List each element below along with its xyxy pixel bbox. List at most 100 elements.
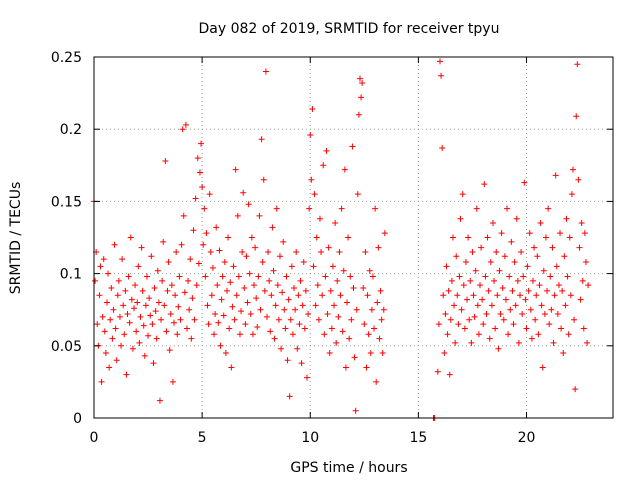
data-point <box>215 319 222 326</box>
data-point <box>252 244 259 251</box>
data-point <box>451 302 458 309</box>
data-point <box>575 176 582 183</box>
data-point <box>92 277 99 284</box>
data-point <box>367 350 374 357</box>
data-point <box>285 296 292 303</box>
data-point <box>358 94 365 101</box>
data-point <box>320 162 327 169</box>
data-point <box>268 292 275 299</box>
data-point <box>473 205 480 212</box>
data-point <box>495 345 502 352</box>
data-point <box>294 345 301 352</box>
data-point <box>489 220 496 227</box>
data-point <box>278 345 285 352</box>
data-point <box>108 285 115 292</box>
data-point <box>339 328 346 335</box>
data-point <box>538 302 545 309</box>
data-point <box>203 230 210 237</box>
data-point <box>273 205 280 212</box>
data-point <box>323 147 330 154</box>
data-point <box>471 313 478 320</box>
data-point <box>347 273 354 280</box>
data-point <box>213 224 220 231</box>
data-point <box>192 195 199 202</box>
data-point <box>562 302 569 309</box>
data-point <box>109 335 116 342</box>
data-point <box>567 292 574 299</box>
data-point <box>572 386 579 393</box>
data-point <box>443 263 450 270</box>
data-point <box>133 328 140 335</box>
data-point <box>195 260 202 267</box>
data-point <box>186 306 193 313</box>
data-point <box>113 357 120 364</box>
data-point <box>177 316 184 323</box>
data-point <box>485 287 492 294</box>
data-point <box>475 331 482 338</box>
data-point <box>537 220 544 227</box>
y-tick-label: 0.05 <box>51 339 82 355</box>
data-point <box>105 270 112 277</box>
data-point <box>525 287 532 294</box>
x-tick-label: 0 <box>90 430 99 446</box>
data-point <box>331 302 338 309</box>
data-point <box>445 287 452 294</box>
data-point <box>276 253 283 260</box>
data-point <box>146 295 153 302</box>
data-point <box>532 316 539 323</box>
data-point <box>212 311 219 318</box>
ticks-layer: 0 5 10 15 20 0 0.05 0.1 0.15 0.2 0.25 <box>51 50 613 446</box>
data-point <box>438 72 445 79</box>
data-point <box>442 311 449 318</box>
data-point <box>460 282 467 289</box>
data-point <box>326 350 333 357</box>
data-point <box>271 335 278 342</box>
data-point <box>275 316 282 323</box>
data-point <box>334 277 341 284</box>
data-point <box>248 234 255 241</box>
data-point <box>553 263 560 270</box>
data-point <box>523 325 530 332</box>
data-point <box>179 126 186 133</box>
data-point <box>500 316 507 323</box>
data-point <box>240 189 247 196</box>
data-point <box>359 79 366 86</box>
data-point <box>447 316 454 323</box>
data-point <box>247 311 254 318</box>
data-point <box>168 282 175 289</box>
data-point <box>106 364 113 371</box>
data-point <box>372 205 379 212</box>
data-point <box>223 287 230 294</box>
data-point <box>333 339 340 346</box>
data-point <box>554 311 561 318</box>
data-point <box>318 248 325 255</box>
data-point <box>211 331 218 338</box>
data-point <box>568 191 575 198</box>
data-point <box>519 311 526 318</box>
data-point <box>484 234 491 241</box>
data-point <box>474 302 481 309</box>
data-point <box>209 264 216 271</box>
data-point <box>167 311 174 318</box>
data-point <box>354 191 361 198</box>
data-point <box>515 339 522 346</box>
data-point <box>352 407 359 414</box>
data-point <box>327 287 334 294</box>
data-point <box>270 267 277 274</box>
data-point <box>141 352 148 359</box>
data-point <box>163 328 170 335</box>
data-point <box>100 256 107 263</box>
data-point <box>573 113 580 120</box>
data-point <box>219 273 226 280</box>
data-point <box>481 181 488 188</box>
data-point <box>373 378 380 385</box>
data-point <box>189 295 196 302</box>
data-point <box>478 244 485 251</box>
data-point <box>565 331 572 338</box>
data-point <box>143 273 150 280</box>
data-point <box>366 267 373 274</box>
data-point <box>191 316 198 323</box>
data-point <box>509 287 516 294</box>
data-point <box>449 234 456 241</box>
data-point <box>116 313 123 320</box>
